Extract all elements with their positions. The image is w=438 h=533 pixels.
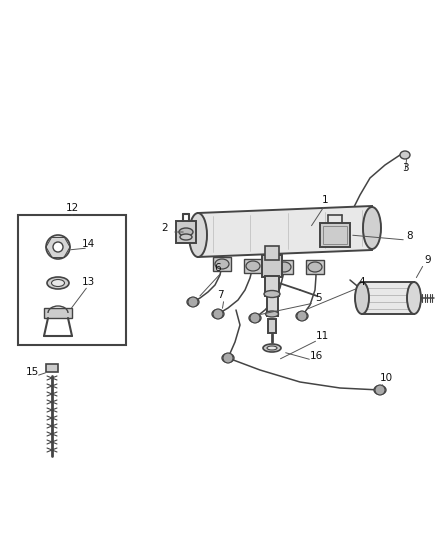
Ellipse shape <box>246 261 260 271</box>
Bar <box>266 296 278 316</box>
Text: 5: 5 <box>314 293 321 303</box>
Text: 14: 14 <box>81 239 95 249</box>
Text: 4: 4 <box>359 277 365 287</box>
Ellipse shape <box>215 259 229 269</box>
Ellipse shape <box>296 311 308 320</box>
Bar <box>176 221 196 243</box>
Text: 8: 8 <box>407 231 413 241</box>
Bar <box>265 276 279 296</box>
Text: 9: 9 <box>425 255 431 265</box>
Ellipse shape <box>179 228 193 236</box>
Ellipse shape <box>355 282 369 314</box>
Ellipse shape <box>374 385 386 394</box>
Text: 12: 12 <box>65 203 79 213</box>
Bar <box>306 260 324 274</box>
Circle shape <box>46 235 70 259</box>
Ellipse shape <box>249 313 261 322</box>
Ellipse shape <box>267 346 277 350</box>
Bar <box>213 257 231 271</box>
Ellipse shape <box>189 213 207 257</box>
Ellipse shape <box>180 234 192 240</box>
Ellipse shape <box>407 282 421 314</box>
Circle shape <box>250 313 260 323</box>
Bar <box>262 255 282 277</box>
Text: 1: 1 <box>321 195 328 205</box>
Polygon shape <box>198 206 372 257</box>
Text: 2: 2 <box>162 223 168 233</box>
Text: 16: 16 <box>309 351 323 361</box>
Bar <box>362 282 414 314</box>
Ellipse shape <box>187 297 199 306</box>
Ellipse shape <box>222 353 234 362</box>
Ellipse shape <box>47 277 69 289</box>
Bar <box>275 260 293 274</box>
Circle shape <box>223 353 233 363</box>
Ellipse shape <box>277 262 291 272</box>
Circle shape <box>213 309 223 319</box>
Text: 10: 10 <box>379 373 392 383</box>
Ellipse shape <box>264 290 280 297</box>
Text: 15: 15 <box>25 367 39 377</box>
Text: 6: 6 <box>215 263 221 273</box>
Ellipse shape <box>212 310 224 319</box>
Text: 7: 7 <box>217 290 223 300</box>
Bar <box>320 223 350 247</box>
Bar <box>46 364 58 372</box>
Circle shape <box>375 385 385 395</box>
Ellipse shape <box>52 279 64 287</box>
Bar <box>18 215 126 345</box>
Bar <box>265 246 279 260</box>
Bar <box>323 226 347 244</box>
Text: 3: 3 <box>402 163 408 173</box>
Bar <box>44 308 72 318</box>
Ellipse shape <box>363 207 381 249</box>
Bar <box>244 259 262 273</box>
Circle shape <box>188 297 198 307</box>
Ellipse shape <box>265 311 279 317</box>
Circle shape <box>53 242 63 252</box>
Ellipse shape <box>308 262 322 272</box>
Ellipse shape <box>263 344 281 352</box>
Bar <box>268 319 276 333</box>
Text: 11: 11 <box>315 331 328 341</box>
Circle shape <box>297 311 307 321</box>
Text: 13: 13 <box>81 277 95 287</box>
Ellipse shape <box>400 151 410 159</box>
